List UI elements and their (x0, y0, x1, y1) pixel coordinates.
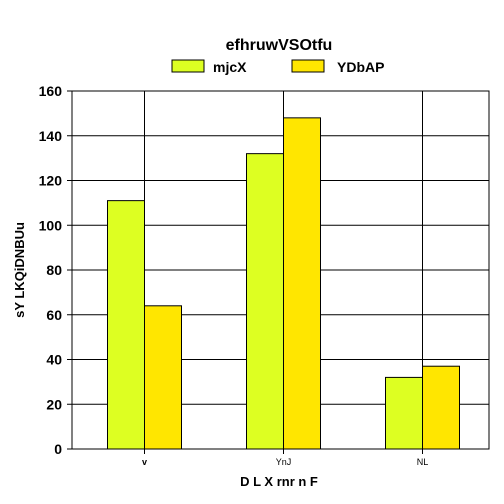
legend: mjcX YDbAP (171, 59, 384, 75)
y-tick-label: 80 (46, 262, 62, 278)
y-axis-ticks: 0 20 40 60 80 100 120 140 160 (39, 83, 72, 457)
bar-mjcX-NL (385, 376, 423, 450)
bar-mjcX-YnJ (246, 153, 284, 450)
legend-swatch-series-1 (171, 59, 205, 73)
bar-YDbAP-v (144, 305, 182, 450)
bar-mjcX-v (107, 200, 145, 450)
x-tick-label: NL (417, 457, 429, 467)
chart-title: efhruwVSOtfu (226, 37, 333, 54)
plot-frame (71, 90, 490, 450)
bars (107, 117, 460, 450)
x-axis-ticks: v YnJ NL (142, 449, 428, 467)
x-tick-label: v (142, 457, 147, 467)
bar-YDbAP-NL (422, 365, 460, 450)
y-tick-label: 0 (54, 441, 62, 457)
y-tick-label: 60 (46, 307, 62, 323)
legend-label-series-1: mjcX (213, 59, 247, 75)
y-tick-label: 20 (46, 396, 62, 412)
legend-label-series-2: YDbAP (337, 59, 384, 75)
y-tick-label: 160 (39, 83, 63, 99)
legend-swatch-series-2 (291, 59, 325, 73)
y-axis-label: sY LKQiDNBUu (12, 222, 27, 318)
x-tick-label: YnJ (276, 457, 292, 467)
bar-YDbAP-YnJ (283, 117, 321, 450)
x-axis-label: D L X rnr n F (240, 474, 318, 489)
y-tick-label: 100 (39, 217, 63, 233)
y-tick-label: 40 (46, 352, 62, 368)
y-tick-label: 120 (39, 173, 63, 189)
y-tick-label: 140 (39, 128, 63, 144)
